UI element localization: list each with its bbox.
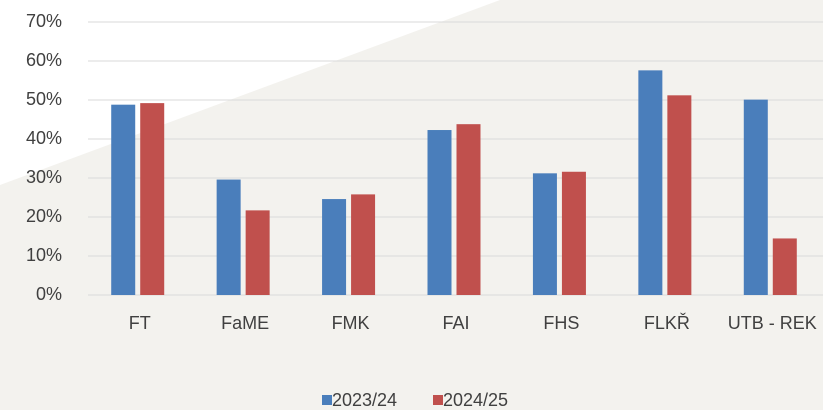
legend-swatch — [433, 395, 443, 405]
bar — [532, 173, 557, 295]
x-tick-label: FAI — [442, 313, 470, 333]
bar — [245, 210, 270, 295]
bar — [456, 124, 481, 296]
bar — [140, 103, 165, 296]
bar — [322, 199, 347, 295]
y-tick-label: 20% — [26, 206, 62, 226]
x-tick-label: UTB - REK — [727, 313, 817, 333]
x-tick-label: FLKŘ — [643, 313, 690, 333]
bar — [667, 95, 692, 295]
x-tick-label: FT — [128, 313, 151, 333]
bar — [111, 104, 136, 296]
y-tick-label: 60% — [26, 50, 62, 70]
legend-label: 2023/24 — [332, 390, 397, 410]
bar — [743, 99, 768, 295]
y-tick-label: 0% — [36, 284, 62, 304]
bar — [772, 238, 797, 295]
y-tick-label: 10% — [26, 245, 62, 265]
legend-label: 2024/25 — [443, 390, 508, 410]
x-tick-label: FHS — [543, 313, 580, 333]
bar — [351, 194, 376, 295]
bar — [216, 179, 241, 295]
bar — [561, 171, 586, 295]
bar — [638, 70, 663, 295]
y-tick-label: 30% — [26, 167, 62, 187]
legend-swatch — [322, 395, 332, 405]
bar — [427, 130, 452, 295]
background-shape — [0, 0, 500, 185]
y-tick-label: 40% — [26, 128, 62, 148]
x-tick-label: FaME — [221, 313, 270, 333]
y-tick-label: 50% — [26, 89, 62, 109]
y-tick-label: 70% — [26, 11, 62, 31]
x-tick-label: FMK — [331, 313, 370, 333]
